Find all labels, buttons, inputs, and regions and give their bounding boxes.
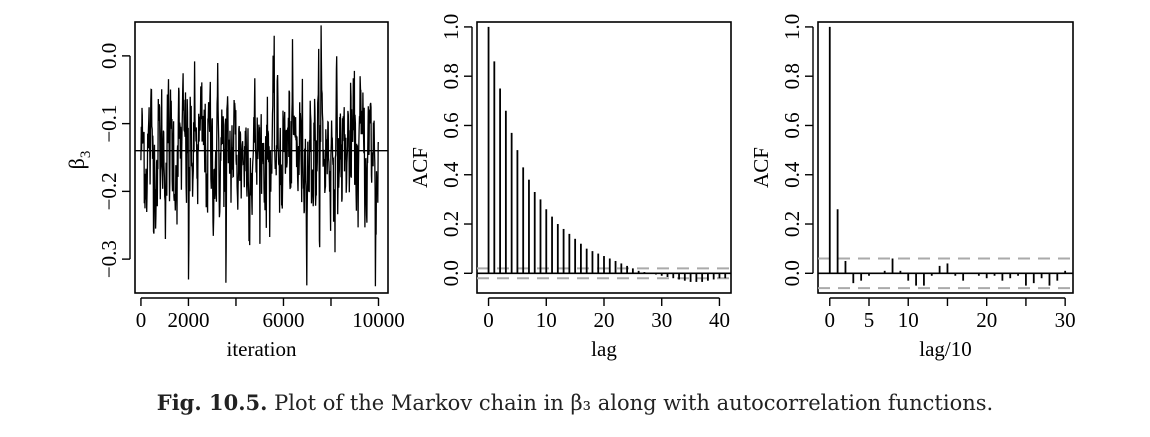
plot-frame bbox=[134, 21, 389, 294]
figure-caption: Fig. 10.5. Plot of the Markov chain in β… bbox=[0, 390, 1150, 415]
y-tick-label: 0.4 bbox=[780, 161, 804, 188]
y-tick-label: 0.2 bbox=[780, 211, 804, 237]
figure-number: Fig. 10.5. bbox=[156, 390, 268, 415]
x-tick-label: 6000 bbox=[262, 308, 304, 332]
y-axis-label: ACF bbox=[749, 147, 773, 188]
x-tick-label: 20 bbox=[976, 308, 997, 332]
x-axis-label: lag/10 bbox=[919, 337, 972, 361]
y-tick-label: 0.6 bbox=[439, 112, 463, 138]
y-tick-label: −0.3 bbox=[97, 240, 121, 278]
y-tick-label: 1.0 bbox=[780, 14, 804, 40]
x-axis-label: iteration bbox=[227, 337, 297, 361]
figure: 0 2000 6000 100000.0−0.1−0.2−0.3iterationβ3… bbox=[64, 14, 1076, 361]
x-tick-label: 30 bbox=[651, 308, 672, 332]
plot-frame bbox=[817, 21, 1074, 294]
x-tick-label: 10 bbox=[898, 308, 919, 332]
caption-text: Plot of the Markov chain in β₃ along wit… bbox=[274, 391, 994, 415]
y-tick-label: 0.6 bbox=[780, 112, 804, 138]
x-tick-label: 40 bbox=[709, 308, 730, 332]
x-tick-label: 5 bbox=[864, 308, 875, 332]
y-axis-label: β3 bbox=[64, 151, 94, 170]
y-tick-label: 0.0 bbox=[439, 260, 463, 286]
y-tick-label: 0.4 bbox=[439, 161, 463, 188]
y-tick-label: 0.0 bbox=[97, 43, 121, 69]
trace-plot-panel: 0 2000 6000 10000 0.0 −0.1 −0.2 −0.3 iteration β3 bbox=[64, 21, 405, 361]
y-tick-label: 1.0 bbox=[439, 14, 463, 40]
x-tick-label: 20 bbox=[594, 308, 615, 332]
thinned-acf-plot-panel: 0 5 10 20 30 0.0 0.2 0.4 0.6 0.8 1.0 lag/10 ACF bbox=[749, 14, 1076, 361]
y-tick-label: −0.2 bbox=[97, 172, 121, 210]
x-tick-label: 0 bbox=[136, 308, 147, 332]
plot-frame bbox=[476, 21, 732, 294]
x-tick-label: 10000 bbox=[352, 308, 405, 332]
x-tick-label: 0 bbox=[483, 308, 494, 332]
y-tick-label: 0.8 bbox=[439, 63, 463, 89]
x-tick-label: 30 bbox=[1055, 308, 1076, 332]
y-axis-label: ACF bbox=[408, 147, 432, 188]
acf-plot-panel: 0 10 20 30 40 0.0 0.2 0.4 0.6 0.8 1.0 lag ACF bbox=[408, 14, 732, 361]
x-tick-label: 0 bbox=[825, 308, 836, 332]
y-tick-label: −0.1 bbox=[97, 105, 121, 143]
trace-line bbox=[140, 25, 380, 287]
x-tick-label: 10 bbox=[536, 308, 557, 332]
y-tick-label: 0.8 bbox=[780, 63, 804, 89]
x-axis-label: lag bbox=[591, 337, 617, 361]
y-tick-label: 0.0 bbox=[780, 260, 804, 286]
y-tick-label: 0.2 bbox=[439, 211, 463, 237]
x-tick-label: 2000 bbox=[167, 308, 209, 332]
